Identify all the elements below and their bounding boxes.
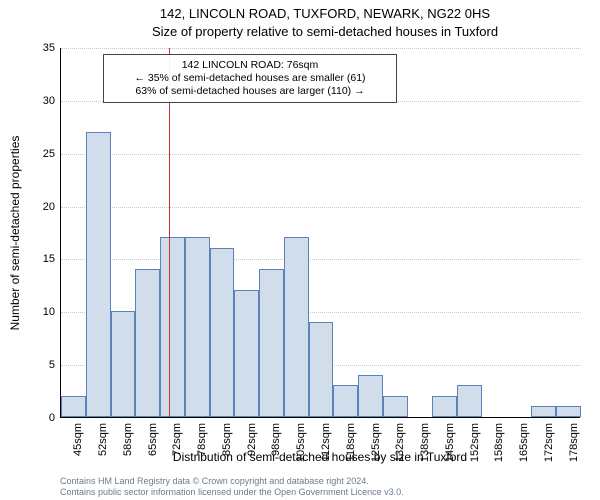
- y-tick-label: 5: [27, 359, 61, 371]
- y-tick-label: 15: [27, 253, 61, 265]
- histogram-bar: [531, 406, 556, 417]
- attribution: Contains HM Land Registry data © Crown c…: [60, 476, 404, 498]
- histogram-bar: [160, 237, 185, 417]
- histogram-bar: [556, 406, 581, 417]
- title-line1: 142, LINCOLN ROAD, TUXFORD, NEWARK, NG22…: [60, 6, 590, 21]
- x-axis-label: Distribution of semi-detached houses by …: [60, 450, 580, 464]
- y-tick-label: 30: [27, 95, 61, 107]
- histogram-bar: [234, 290, 259, 417]
- annot-line-2: ← 35% of semi-detached houses are smalle…: [110, 72, 390, 85]
- y-tick-label: 10: [27, 306, 61, 318]
- title-line2: Size of property relative to semi-detach…: [60, 24, 590, 39]
- annot-line-3: 63% of semi-detached houses are larger (…: [110, 85, 390, 98]
- histogram-bar: [111, 311, 136, 417]
- histogram-bar: [61, 396, 86, 417]
- histogram-bar: [135, 269, 160, 417]
- histogram-bar: [457, 385, 482, 417]
- histogram-bar: [210, 248, 235, 417]
- histogram-bar: [259, 269, 284, 417]
- y-tick-label: 0: [27, 412, 61, 424]
- attribution-line2: Contains public sector information licen…: [60, 487, 404, 498]
- histogram-bar: [432, 396, 457, 417]
- y-tick-label: 25: [27, 148, 61, 160]
- histogram-bar: [383, 396, 408, 417]
- attribution-line1: Contains HM Land Registry data © Crown c…: [60, 476, 404, 487]
- chart-titles: 142, LINCOLN ROAD, TUXFORD, NEWARK, NG22…: [60, 6, 590, 39]
- histogram-bar: [358, 375, 383, 417]
- annot-line-1: 142 LINCOLN ROAD: 76sqm: [110, 59, 390, 72]
- annotation-box: 142 LINCOLN ROAD: 76sqm ← 35% of semi-de…: [103, 54, 397, 103]
- histogram-bar: [333, 385, 358, 417]
- histogram-bar: [284, 237, 309, 417]
- histogram-bar: [185, 237, 210, 417]
- histogram-bar: [309, 322, 334, 417]
- histogram-bar: [86, 132, 111, 417]
- y-tick-label: 35: [27, 42, 61, 54]
- axes-frame: 05101520253035 142 LINCOLN ROAD: 76sqm ←…: [60, 48, 580, 418]
- y-tick-label: 20: [27, 201, 61, 213]
- plot-area: 05101520253035 142 LINCOLN ROAD: 76sqm ←…: [60, 48, 580, 418]
- y-axis-label: Number of semi-detached properties: [8, 48, 26, 418]
